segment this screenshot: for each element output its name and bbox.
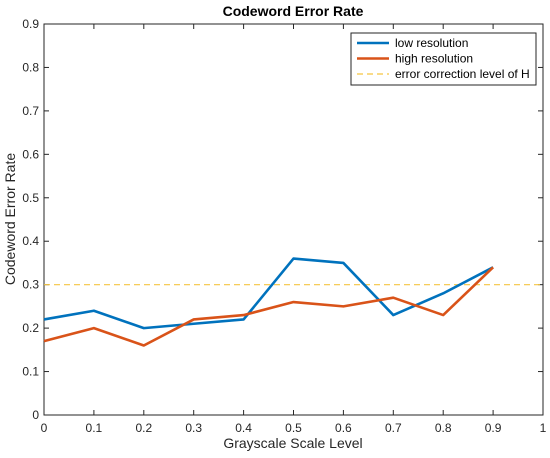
x-tick-label: 0.4 <box>235 421 252 435</box>
y-tick-label: 0.9 <box>22 17 39 31</box>
x-tick-label: 1 <box>540 421 547 435</box>
legend-box <box>350 32 537 86</box>
x-tick-label: 0.3 <box>185 421 202 435</box>
x-tick-label: 0.9 <box>485 421 502 435</box>
series-line-low-resolution <box>43 257 494 330</box>
legend-entry-label: low resolution <box>395 36 468 50</box>
x-axis: 0 0.1 0.2 0.3 0.4 0.5 0.6 0.7 0.8 0.9 1 <box>41 24 547 435</box>
chart-title: Codeword Error Rate <box>223 3 364 19</box>
y-axis-label: Codeword Error Rate <box>2 153 18 285</box>
y-tick-label: 0.5 <box>22 191 39 205</box>
x-tick-label: 0.2 <box>135 421 152 435</box>
x-axis-label: Grayscale Scale Level <box>223 435 362 451</box>
legend-entry-label: error correction level of H <box>395 67 530 81</box>
y-tick-label: 0 <box>32 408 39 422</box>
x-tick-label: 0.7 <box>385 421 402 435</box>
x-tick-label: 0.5 <box>285 421 302 435</box>
series-layer <box>43 257 543 347</box>
y-tick-label: 0.7 <box>22 104 39 118</box>
y-axis: 0 0.1 0.2 0.3 0.4 0.5 0.6 0.7 0.8 0.9 <box>22 17 543 422</box>
y-tick-label: 0.3 <box>22 278 39 292</box>
y-tick-label: 0.1 <box>22 365 39 379</box>
x-tick-label: 0.6 <box>335 421 352 435</box>
x-tick-label: 0.8 <box>435 421 452 435</box>
series-line-high-resolution <box>43 266 494 347</box>
y-tick-label: 0.8 <box>22 60 39 74</box>
y-tick-label: 0.4 <box>22 234 39 248</box>
x-tick-label: 0 <box>41 421 48 435</box>
plot-area <box>43 23 544 416</box>
x-tick-label: 0.1 <box>86 421 103 435</box>
legend-entry-label: high resolution <box>395 52 473 66</box>
y-tick-label: 0.6 <box>22 147 39 161</box>
y-tick-label: 0.2 <box>22 321 39 335</box>
